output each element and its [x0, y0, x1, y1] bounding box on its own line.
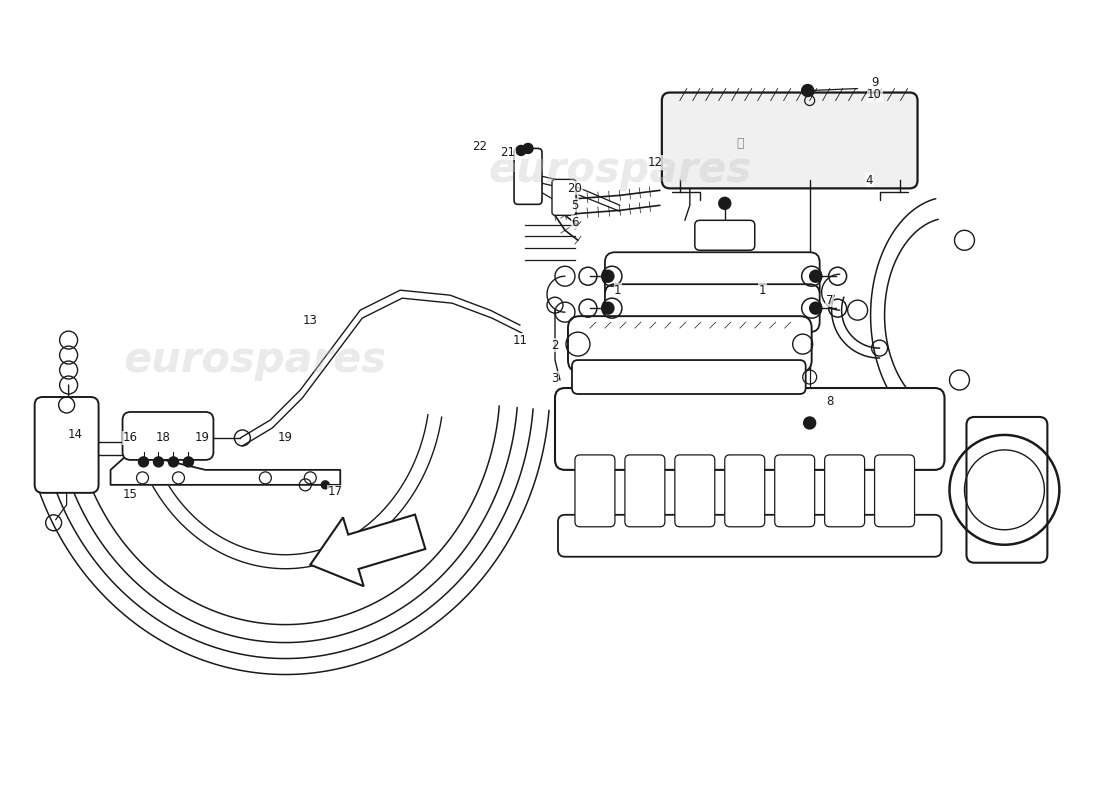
Circle shape	[602, 302, 614, 314]
Text: ⓕ: ⓕ	[736, 137, 744, 150]
Text: 5: 5	[571, 199, 579, 212]
Circle shape	[602, 270, 614, 282]
Circle shape	[321, 481, 329, 489]
Text: 9: 9	[871, 76, 878, 89]
Text: 3: 3	[551, 371, 559, 385]
Circle shape	[184, 457, 194, 467]
Text: eurospares: eurospares	[124, 339, 387, 381]
Circle shape	[810, 302, 822, 314]
FancyBboxPatch shape	[605, 284, 820, 332]
Text: 10: 10	[867, 88, 882, 101]
FancyBboxPatch shape	[674, 455, 715, 526]
Text: 21: 21	[500, 146, 516, 159]
FancyBboxPatch shape	[568, 316, 812, 372]
Text: 20: 20	[568, 182, 582, 195]
Circle shape	[810, 270, 822, 282]
Text: 13: 13	[302, 314, 318, 326]
Text: 7: 7	[826, 294, 834, 306]
Text: 17: 17	[328, 486, 343, 498]
FancyBboxPatch shape	[558, 515, 942, 557]
Text: 18: 18	[156, 431, 170, 445]
Text: 16: 16	[123, 431, 138, 445]
FancyBboxPatch shape	[552, 179, 576, 215]
Text: 19: 19	[278, 431, 293, 445]
FancyBboxPatch shape	[967, 417, 1047, 562]
Text: 6: 6	[571, 216, 579, 229]
FancyBboxPatch shape	[35, 397, 99, 493]
Text: 1: 1	[759, 284, 767, 297]
FancyBboxPatch shape	[514, 149, 542, 204]
Text: eurospares: eurospares	[488, 150, 751, 191]
FancyBboxPatch shape	[695, 220, 755, 250]
Text: 2: 2	[551, 338, 559, 351]
Text: 19: 19	[195, 431, 210, 445]
Circle shape	[522, 143, 534, 154]
FancyBboxPatch shape	[122, 412, 213, 460]
Circle shape	[139, 457, 148, 467]
Circle shape	[804, 417, 816, 429]
Text: 14: 14	[68, 429, 84, 442]
Circle shape	[802, 85, 814, 97]
Text: 11: 11	[513, 334, 528, 346]
FancyBboxPatch shape	[556, 388, 945, 470]
Text: 15: 15	[123, 488, 138, 502]
Polygon shape	[310, 514, 426, 586]
Circle shape	[718, 198, 730, 210]
FancyBboxPatch shape	[874, 455, 914, 526]
Polygon shape	[111, 452, 340, 485]
Text: 4: 4	[866, 174, 873, 187]
FancyBboxPatch shape	[825, 455, 865, 526]
Text: 22: 22	[473, 140, 487, 153]
FancyBboxPatch shape	[625, 455, 664, 526]
FancyBboxPatch shape	[572, 360, 805, 394]
Text: 12: 12	[648, 156, 662, 169]
Text: 1: 1	[614, 284, 622, 297]
FancyBboxPatch shape	[662, 93, 917, 188]
FancyBboxPatch shape	[605, 252, 820, 300]
FancyBboxPatch shape	[774, 455, 815, 526]
FancyBboxPatch shape	[725, 455, 764, 526]
Circle shape	[516, 146, 526, 155]
Circle shape	[154, 457, 164, 467]
Text: 8: 8	[826, 395, 834, 409]
FancyBboxPatch shape	[575, 455, 615, 526]
Circle shape	[168, 457, 178, 467]
